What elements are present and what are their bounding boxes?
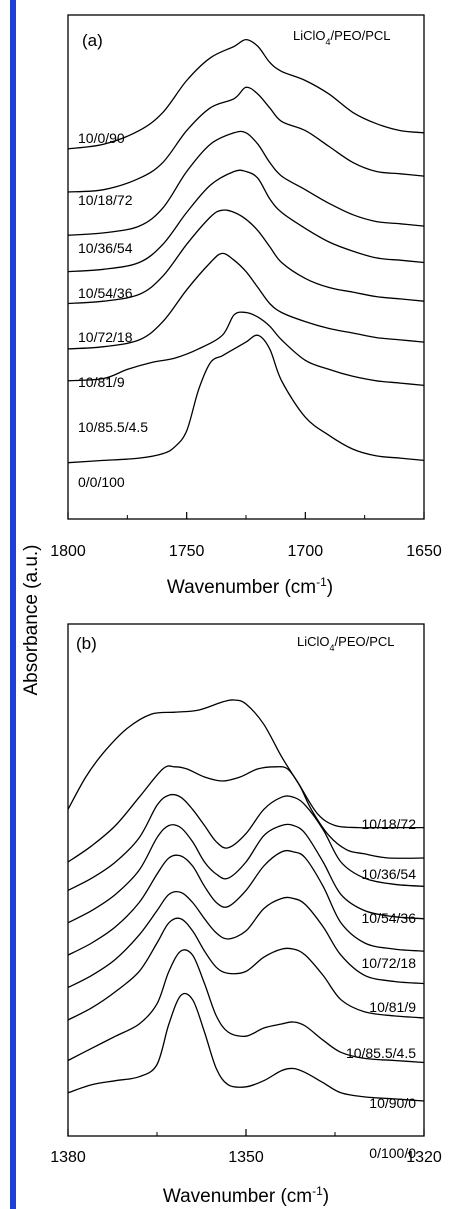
panel-b-series-label-7: 10/90/0 (369, 1095, 416, 1111)
panel-a-series-line-2 (67, 130, 425, 236)
panel-a-series-line-5 (67, 252, 425, 350)
panel-a-series-label-1: 10/18/72 (78, 192, 133, 208)
panel-b-series-label-4: 10/72/18 (362, 955, 417, 971)
panel-b-curves (67, 699, 425, 1102)
y-axis-label: Absorbance (a.u.) (21, 544, 42, 695)
panel-a: (a) LiClO4/PEO/PCL 10/0/90 10/18/72 10/36/… (50, 14, 442, 598)
panel-a-series-line-3 (67, 169, 425, 273)
panel-b-x-tick-label-0: 1380 (50, 1149, 86, 1166)
panel-a-series-label-6: 10/85.5/4.5 (78, 419, 148, 435)
panel-b-series-line-6 (67, 917, 425, 1021)
panel-b-series-line-3 (67, 823, 425, 924)
panel-b-series-label-5: 10/81/9 (369, 999, 416, 1015)
panel-b-series-label-1: 10/18/72 (362, 816, 417, 832)
accent-bar (10, 0, 16, 1209)
panel-b-series-label-2: 10/36/54 (362, 866, 417, 882)
panel-a-x-tick-label-1: 1750 (169, 543, 205, 560)
panel-b-series-labels: 10/18/72 10/36/54 10/54/36 10/72/18 10/81/9 1… (346, 816, 416, 1161)
panel-a-series-label-7: 0/0/100 (78, 474, 125, 490)
panel-a-series-label-3: 10/54/36 (78, 285, 133, 301)
panel-b-label: (b) (76, 634, 97, 653)
panel-a-series-line-6 (67, 311, 425, 387)
panel-a-series-label-2: 10/36/54 (78, 240, 133, 256)
panel-a-legend-title: LiClO4/PEO/PCL (293, 28, 391, 47)
panel-a-x-tick-label-3: 1650 (406, 543, 442, 560)
panel-a-series-line-0 (67, 38, 425, 150)
panel-b-x-ticks: 1380 1350 1320 (50, 1129, 442, 1166)
panel-a-series-line-1 (67, 86, 425, 193)
panel-b-series-line-8 (67, 992, 425, 1102)
panel-a-series-line-7 (67, 334, 425, 464)
panel-a-x-ticks: 1800 1750 1700 1650 (50, 512, 442, 560)
panel-a-x-axis-label: Wavenumber (cm-1) (167, 575, 333, 598)
panel-b-series-line-5 (67, 890, 425, 989)
panel-b: (b) LiClO4/PEO/PCL 10/18/72 10/36/54 10/54… (50, 623, 442, 1207)
panel-a-series-line-4 (67, 209, 425, 305)
panel-a-label: (a) (82, 31, 103, 50)
panel-a-series-label-4: 10/72/18 (78, 329, 133, 345)
panel-b-x-tick-label-1: 1350 (228, 1149, 264, 1166)
panel-b-series-line-4 (67, 849, 425, 956)
panel-a-x-tick-label-0: 1800 (50, 543, 86, 560)
panel-b-legend-title: LiClO4/PEO/PCL (297, 634, 395, 653)
panel-b-series-line-0 (67, 699, 424, 829)
panel-a-x-tick-label-2: 1700 (288, 543, 324, 560)
panel-a-series-label-5: 10/81/9 (78, 374, 125, 390)
panel-b-x-axis-label: Wavenumber (cm-1) (163, 1184, 329, 1207)
panel-b-series-label-8: 0/100/0 (369, 1145, 416, 1161)
panel-b-series-label-6: 10/85.5/4.5 (346, 1045, 416, 1061)
panel-b-series-label-3: 10/54/36 (362, 910, 417, 926)
panel-b-x-tick-label-2: 1320 (406, 1149, 442, 1166)
panel-b-series-line-1 (67, 765, 425, 863)
panel-a-series-labels: 10/0/90 10/18/72 10/36/54 10/54/36 10/72/18 1… (78, 130, 148, 490)
panel-a-series-label-0: 10/0/90 (78, 130, 125, 146)
panel-b-series-line-7 (67, 949, 425, 1064)
panel-a-curves (67, 38, 425, 464)
panel-b-series-line-2 (67, 793, 425, 891)
